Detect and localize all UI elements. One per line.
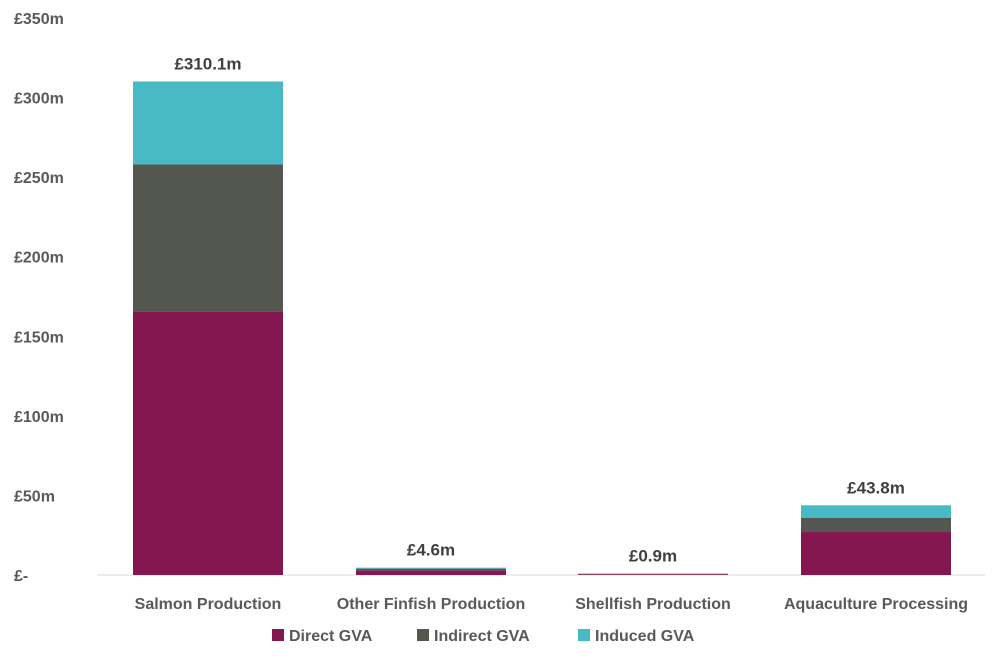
legend-label: Induced GVA bbox=[595, 628, 695, 645]
y-tick-label: £150m bbox=[14, 329, 64, 346]
legend-swatch bbox=[578, 629, 590, 641]
y-tick-label: £100m bbox=[14, 409, 64, 426]
y-tick-label: £350m bbox=[14, 11, 64, 28]
category-label: Salmon Production bbox=[135, 596, 282, 613]
bar-segment-direct-gva bbox=[356, 570, 506, 575]
y-tick-label: £300m bbox=[14, 91, 64, 108]
legend-label: Indirect GVA bbox=[434, 628, 530, 645]
y-tick-label: £200m bbox=[14, 250, 64, 267]
category-label: Other Finfish Production bbox=[337, 596, 525, 613]
legend-swatch bbox=[272, 629, 284, 641]
category-label: Aquaculture Processing bbox=[784, 596, 968, 613]
bar-segment-induced-gva bbox=[801, 505, 951, 517]
y-tick-label: £50m bbox=[14, 488, 55, 505]
category-label: Shellfish Production bbox=[575, 596, 731, 613]
bar-segment-induced-gva bbox=[356, 568, 506, 569]
y-tick-label: £- bbox=[14, 568, 28, 585]
bar-segment-indirect-gva bbox=[133, 164, 283, 311]
bar-segment-direct-gva bbox=[133, 312, 283, 575]
total-label: £0.9m bbox=[629, 547, 677, 566]
legend-label: Direct GVA bbox=[289, 628, 373, 645]
total-label: £43.8m bbox=[847, 478, 905, 497]
total-label: £310.1m bbox=[174, 54, 241, 73]
total-label: £4.6m bbox=[407, 541, 455, 560]
bar-segment-induced-gva bbox=[133, 81, 283, 164]
bar-segment-indirect-gva bbox=[801, 518, 951, 532]
bar-segment-indirect-gva bbox=[356, 569, 506, 571]
bar-segment-direct-gva bbox=[578, 574, 728, 575]
bar-segment-direct-gva bbox=[801, 532, 951, 575]
legend-swatch bbox=[417, 629, 429, 641]
y-tick-label: £250m bbox=[14, 170, 64, 187]
